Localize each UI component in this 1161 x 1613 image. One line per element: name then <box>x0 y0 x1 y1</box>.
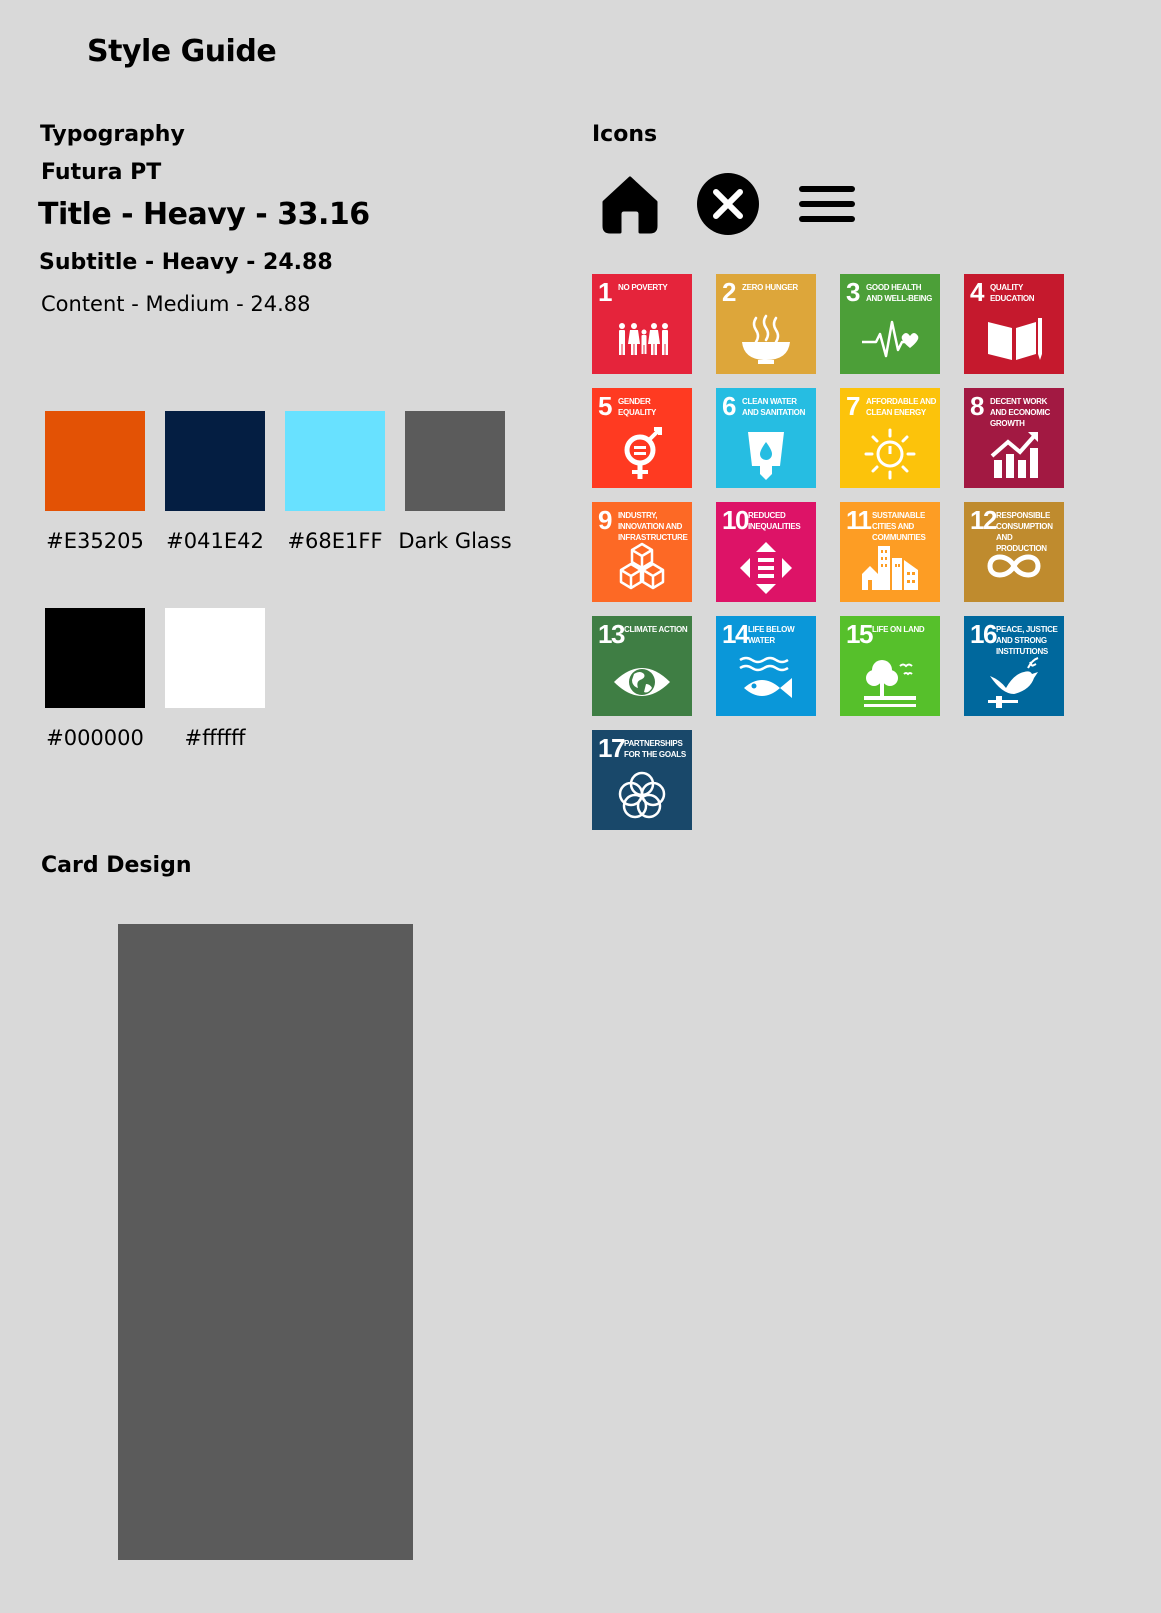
sdg-tile-label: Sustainable Cities and Communities <box>872 511 926 542</box>
sdg-tile-10[interactable]: 10 Reduced Inequalities <box>716 502 816 602</box>
sdg-tile-number: 14 <box>722 619 749 649</box>
sdg-tile-4[interactable]: 4 Quality Education <box>964 274 1064 374</box>
sdg-tile-label: Reduced Inequalities <box>748 511 801 531</box>
title-sample: Title - Heavy - 33.16 <box>38 197 370 232</box>
subtitle-sample: Subtitle - Heavy - 24.88 <box>39 250 333 275</box>
swatch-black <box>45 608 145 708</box>
city-icon <box>860 540 920 598</box>
typography-heading: Typography <box>40 122 185 147</box>
sdg-tile-1[interactable]: 1 No Poverty <box>592 274 692 374</box>
sdg-tile-label: Affordable and Clean Energy <box>866 397 937 417</box>
sdg-tile-14[interactable]: 14 Life Below Water <box>716 616 816 716</box>
sdg-tile-2[interactable]: 2 Zero Hunger <box>716 274 816 374</box>
icons-heading: Icons <box>592 122 658 147</box>
sdg-tile-number: 17 <box>598 733 625 763</box>
sdg-tile-7[interactable]: 7 Affordable and Clean Energy <box>840 388 940 488</box>
people-icon <box>612 312 672 370</box>
sdg-tile-number: 3 <box>846 277 860 307</box>
sdg-tile-label: Life Below Water <box>748 625 795 645</box>
sdg-tile-label: No Poverty <box>618 283 668 292</box>
close-icon[interactable] <box>696 172 760 236</box>
sdg-tile-label: Quality Education <box>990 283 1035 303</box>
sdg-tile-number: 10 <box>722 505 749 535</box>
swatch-orange <box>45 411 145 511</box>
swatch-cyan <box>285 411 385 511</box>
sdg-tile-8[interactable]: 8 Decent Work and Economic Growth <box>964 388 1064 488</box>
sdg-tile-number: 6 <box>722 391 736 421</box>
growth-chart-icon <box>984 426 1044 484</box>
equality-arrows-icon <box>736 540 796 598</box>
sdg-tile-6[interactable]: 6 Clean Water and Sanitation <box>716 388 816 488</box>
card-placeholder <box>118 924 413 1560</box>
sdg-tile-number: 1 <box>598 277 612 307</box>
sdg-tile-label: Life On Land <box>872 625 925 634</box>
sdg-tile-label: Decent Work and Economic Growth <box>990 397 1050 428</box>
rings-icon <box>612 768 672 826</box>
sun-power-icon <box>860 426 920 484</box>
sdg-tile-number: 5 <box>598 391 612 421</box>
sdg-tile-label: Industry, Innovation and Infrastructure <box>618 511 688 542</box>
swatch-label-orange: #E35205 <box>46 529 144 553</box>
sdg-tile-label: Peace, Justice and Strong Institutions <box>996 625 1058 656</box>
sdg-tile-9[interactable]: 9 Industry, Innovation and Infrastructure <box>592 502 692 602</box>
sdg-tile-number: 8 <box>970 391 984 421</box>
card-design-heading: Card Design <box>41 853 192 878</box>
swatch-white <box>165 608 265 708</box>
sdg-tile-16[interactable]: 16 Peace, Justice and Strong Institutions <box>964 616 1064 716</box>
swatch-label-white: #ffffff <box>184 726 246 750</box>
sdg-tile-label: Responsible Consumption and Production <box>996 511 1053 553</box>
dove-icon <box>984 654 1044 712</box>
swatch-label-navy: #041E42 <box>166 529 264 553</box>
infinity-icon <box>984 540 1044 598</box>
bowl-icon <box>736 312 796 370</box>
sdg-tile-number: 13 <box>598 619 625 649</box>
heartbeat-icon <box>860 312 920 370</box>
sdg-tile-15[interactable]: 15 Life On Land <box>840 616 940 716</box>
gender-icon <box>612 426 672 484</box>
sdg-tile-label: Clean Water and Sanitation <box>742 397 806 417</box>
sdg-tile-label: Climate Action <box>624 625 688 634</box>
content-sample: Content - Medium - 24.88 <box>41 292 311 316</box>
water-glass-icon <box>736 426 796 484</box>
sdg-tile-number: 12 <box>970 505 997 535</box>
sdg-tile-label: Partnerships for the Goals <box>624 739 686 759</box>
sdg-tile-13[interactable]: 13 Climate Action <box>592 616 692 716</box>
page-title: Style Guide <box>87 34 277 69</box>
font-name: Futura PT <box>41 160 162 185</box>
tree-icon <box>860 654 920 712</box>
home-icon[interactable] <box>598 172 662 236</box>
sdg-tile-5[interactable]: 5 Gender Equality <box>592 388 692 488</box>
swatch-dark-glass <box>405 411 505 511</box>
swatch-label-cyan: #68E1FF <box>287 529 383 553</box>
sdg-tile-number: 16 <box>970 619 997 649</box>
sdg-tile-label: Zero Hunger <box>742 283 798 292</box>
swatch-label-dark-glass: Dark Glass <box>398 529 512 553</box>
menu-icon[interactable] <box>795 172 859 236</box>
book-icon <box>984 312 1044 370</box>
fish-icon <box>736 654 796 712</box>
sdg-tile-label: Gender Equality <box>618 397 657 417</box>
cubes-icon <box>612 540 672 598</box>
sdg-tile-number: 7 <box>846 391 860 421</box>
eye-globe-icon <box>612 654 672 712</box>
sdg-tile-label: Good Health and Well-Being <box>866 283 933 303</box>
swatch-label-black: #000000 <box>46 726 144 750</box>
swatch-navy <box>165 411 265 511</box>
sdg-tile-number: 15 <box>846 619 873 649</box>
sdg-tile-12[interactable]: 12 Responsible Consumption and Production <box>964 502 1064 602</box>
sdg-tile-11[interactable]: 11 Sustainable Cities and Communities <box>840 502 940 602</box>
sdg-tile-number: 9 <box>598 505 612 535</box>
sdg-tile-number: 4 <box>970 277 984 307</box>
sdg-tile-number: 2 <box>722 277 736 307</box>
sdg-tile-3[interactable]: 3 Good Health and Well-Being <box>840 274 940 374</box>
sdg-tile-number: 11 <box>846 505 872 535</box>
sdg-tile-17[interactable]: 17 Partnerships for the Goals <box>592 730 692 830</box>
